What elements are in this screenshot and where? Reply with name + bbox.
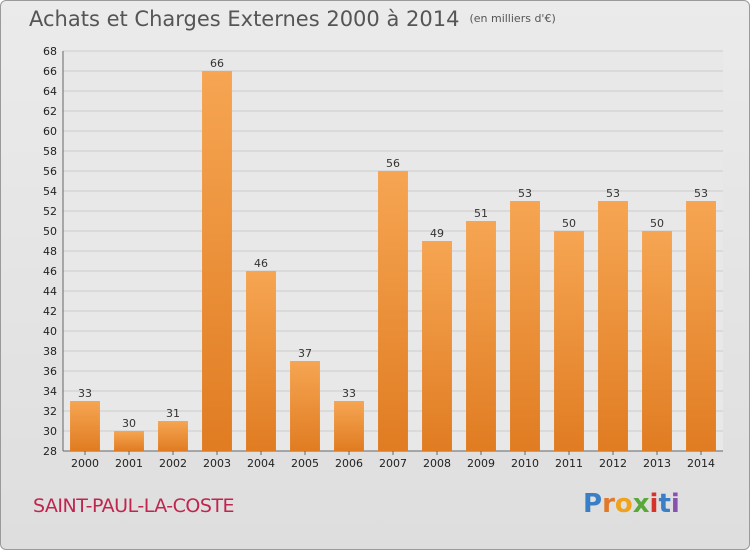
logo-letter: r [602,489,615,519]
data-label: 66 [210,57,224,70]
data-label: 56 [386,157,400,170]
x-tick-label: 2014 [687,457,715,470]
bar [70,401,100,451]
x-tick-label: 2009 [467,457,495,470]
data-label: 53 [518,187,532,200]
chart-subtitle: (en milliers d'€) [469,12,556,25]
x-tick-label: 2001 [115,457,143,470]
x-tick-label: 2004 [247,457,275,470]
x-tick-label: 2002 [159,457,187,470]
x-tick-label: 2013 [643,457,671,470]
y-tick-label: 36 [43,365,57,378]
x-tick-label: 2008 [423,457,451,470]
bar [202,71,232,451]
data-label: 31 [166,407,180,420]
y-tick-label: 42 [43,305,57,318]
y-tick-label: 28 [43,445,57,458]
x-tick-label: 2000 [71,457,99,470]
bar [114,431,144,451]
logo-letter: o [614,489,633,519]
logo-letter: i [670,489,680,519]
data-label: 30 [122,417,136,430]
x-tick-label: 2006 [335,457,363,470]
proxiti-logo: Proxiti [583,489,680,519]
commune-name: SAINT-PAUL-LA-COSTE [33,495,235,517]
bar-chart: 28 30 32 34 36 38 40 42 44 46 48 50 52 54 56 58 60 62 64 66… [43,45,723,470]
x-tick-label: 2007 [379,457,407,470]
y-tick-label: 66 [43,65,57,78]
data-label: 33 [342,387,356,400]
data-label: 49 [430,227,444,240]
bars [70,71,716,451]
bar [158,421,188,451]
data-labels: 33 30 31 66 46 37 33 56 49 51 53 50 53 50 53 [78,57,708,430]
data-label: 37 [298,347,312,360]
y-tick-label: 44 [43,285,57,298]
data-label: 33 [78,387,92,400]
chart-title-text: Achats et Charges Externes 2000 à 2014 [29,7,460,31]
bar [246,271,276,451]
data-label: 46 [254,257,268,270]
x-tick-label: 2005 [291,457,319,470]
y-tick-label: 48 [43,245,57,258]
bar [422,241,452,451]
bar [334,401,364,451]
bar [642,231,672,451]
y-tick-label: 68 [43,45,57,58]
y-tick-label: 34 [43,385,57,398]
y-tick-label: 64 [43,85,57,98]
y-tick-label: 50 [43,225,57,238]
data-label: 50 [562,217,576,230]
bar [598,201,628,451]
data-label: 51 [474,207,488,220]
y-tick-label: 30 [43,425,57,438]
logo-letter: i [649,489,659,519]
bar [510,201,540,451]
bar [554,231,584,451]
y-tick-label: 52 [43,205,57,218]
y-tick-label: 58 [43,145,57,158]
data-label: 53 [606,187,620,200]
bar [466,221,496,451]
y-tick-label: 56 [43,165,57,178]
x-tick-label: 2012 [599,457,627,470]
data-label: 53 [694,187,708,200]
x-tick-label: 2003 [203,457,231,470]
y-tick-label: 60 [43,125,57,138]
bar [686,201,716,451]
y-tick-label: 40 [43,325,57,338]
y-tick-label: 38 [43,345,57,358]
y-tick-label: 32 [43,405,57,418]
data-label: 50 [650,217,664,230]
logo-letter: t [658,489,671,519]
y-tick-label: 46 [43,265,57,278]
x-tick-label: 2010 [511,457,539,470]
bar [290,361,320,451]
x-tick-label: 2011 [555,457,583,470]
y-tick-label: 62 [43,105,57,118]
chart-title: Achats et Charges Externes 2000 à 2014 (e… [29,7,556,31]
y-tick-label: 54 [43,185,57,198]
logo-letter: x [632,489,650,519]
bar [378,171,408,451]
logo-letter: P [583,489,603,519]
